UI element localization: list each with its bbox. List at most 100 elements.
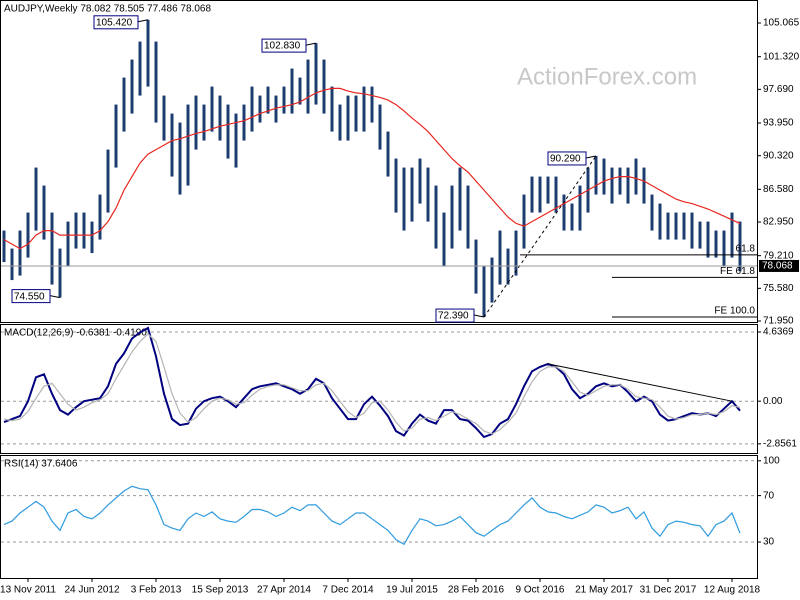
price-bar xyxy=(18,230,22,276)
price-bar xyxy=(346,95,350,141)
last-price-box xyxy=(759,259,799,272)
price-bar xyxy=(506,248,510,285)
price-bar xyxy=(242,104,246,141)
price-bar xyxy=(610,167,614,204)
price-bar xyxy=(330,86,334,132)
trend-line xyxy=(483,155,597,318)
x-tick-label: 19 Jul 2015 xyxy=(386,585,438,596)
panel-title: AUDJPY,Weekly 78.082 78.505 77.486 78.06… xyxy=(4,4,211,15)
price-bar xyxy=(482,266,486,318)
x-tick-label: 9 Oct 2016 xyxy=(516,585,565,596)
annotation-label: 90.290 xyxy=(550,154,581,165)
price-bar xyxy=(82,212,86,249)
x-tick-label: 3 Feb 2013 xyxy=(131,585,182,596)
price-bar xyxy=(394,158,398,213)
price-bar xyxy=(458,167,462,231)
price-bar xyxy=(562,194,566,231)
annotation-label: 72.390 xyxy=(438,311,469,322)
price-bar xyxy=(58,248,62,298)
price-bar xyxy=(402,167,406,231)
price-bar xyxy=(714,230,718,258)
price-bar xyxy=(218,95,222,141)
price-bar xyxy=(10,248,14,281)
price-bar xyxy=(634,158,638,195)
price-bar xyxy=(698,221,702,249)
price-bar xyxy=(386,131,390,177)
annotation-box xyxy=(435,308,475,323)
price-bar xyxy=(114,104,118,168)
price-bar xyxy=(34,167,38,231)
y-tick-label: 30 xyxy=(763,537,775,548)
price-bar xyxy=(210,86,214,132)
annotation-leader xyxy=(473,314,485,318)
annotation-leader xyxy=(49,295,61,299)
price-bar xyxy=(354,95,358,132)
price-bar xyxy=(626,167,630,204)
price-bar xyxy=(730,212,734,258)
price-bar xyxy=(250,86,254,132)
y-tick-label: 0.00 xyxy=(763,396,783,407)
price-bar xyxy=(666,212,670,240)
y-tick-label: 97.690 xyxy=(763,84,794,95)
price-bar xyxy=(410,167,414,222)
price-bar xyxy=(474,239,478,294)
price-bar xyxy=(258,95,262,123)
price-bar xyxy=(522,194,526,249)
price-bar xyxy=(370,86,374,123)
price-bar xyxy=(618,167,622,195)
annotation-label: 102.830 xyxy=(264,41,301,52)
price-bar xyxy=(194,95,198,150)
y-tick-label: 86.580 xyxy=(763,184,794,195)
annotation-label: 105.420 xyxy=(96,17,133,28)
price-bar xyxy=(66,221,70,267)
panel-frame xyxy=(0,324,758,454)
price-bar xyxy=(282,86,286,114)
price-bar xyxy=(546,176,550,204)
price-bar xyxy=(202,104,206,141)
y-tick-label: 71.950 xyxy=(763,316,794,327)
price-bar xyxy=(314,43,318,105)
price-bar xyxy=(298,77,302,105)
y-tick-label: 75.580 xyxy=(763,283,794,294)
price-bar xyxy=(178,122,182,195)
price-bar xyxy=(50,212,54,285)
annotation-box xyxy=(93,15,139,30)
annotation-box xyxy=(11,289,51,304)
annotation-box xyxy=(261,38,307,53)
y-tick-label: -2.8561 xyxy=(763,438,797,449)
price-bar xyxy=(306,59,310,114)
level-label: FE 61.8 xyxy=(720,266,755,277)
price-bar xyxy=(570,203,574,231)
panel-title: MACD(12,26,9) -0.6381 -0.4190 xyxy=(4,328,147,339)
price-bar xyxy=(514,230,518,276)
price-bar xyxy=(42,185,46,240)
price-bar xyxy=(658,203,662,240)
price-bar xyxy=(530,176,534,213)
price-bar xyxy=(98,194,102,240)
y-tick-label: 101.320 xyxy=(763,51,800,62)
price-bar xyxy=(362,86,366,132)
y-tick-label: 82.950 xyxy=(763,217,794,228)
y-tick-label: 79.210 xyxy=(763,250,794,261)
price-bar xyxy=(266,86,270,114)
x-tick-label: 27 Apr 2014 xyxy=(257,585,311,596)
price-bar xyxy=(378,104,382,150)
price-bar xyxy=(338,104,342,141)
price-bar xyxy=(442,212,446,267)
price-bar xyxy=(90,221,94,254)
last-price-label: 78.068 xyxy=(762,261,793,272)
price-bar xyxy=(234,113,238,168)
price-bar xyxy=(322,59,326,114)
price-bar xyxy=(146,19,150,87)
x-tick-label: 7 Dec 2014 xyxy=(322,585,374,596)
annotation-box xyxy=(547,151,587,166)
price-bar xyxy=(26,212,30,258)
price-bar xyxy=(738,221,742,272)
price-bar xyxy=(642,167,646,204)
x-tick-label: 28 Feb 2016 xyxy=(448,585,505,596)
series-line xyxy=(3,87,741,250)
series-line xyxy=(3,485,741,546)
price-bar xyxy=(682,212,686,240)
x-tick-label: 12 Aug 2018 xyxy=(704,585,761,596)
